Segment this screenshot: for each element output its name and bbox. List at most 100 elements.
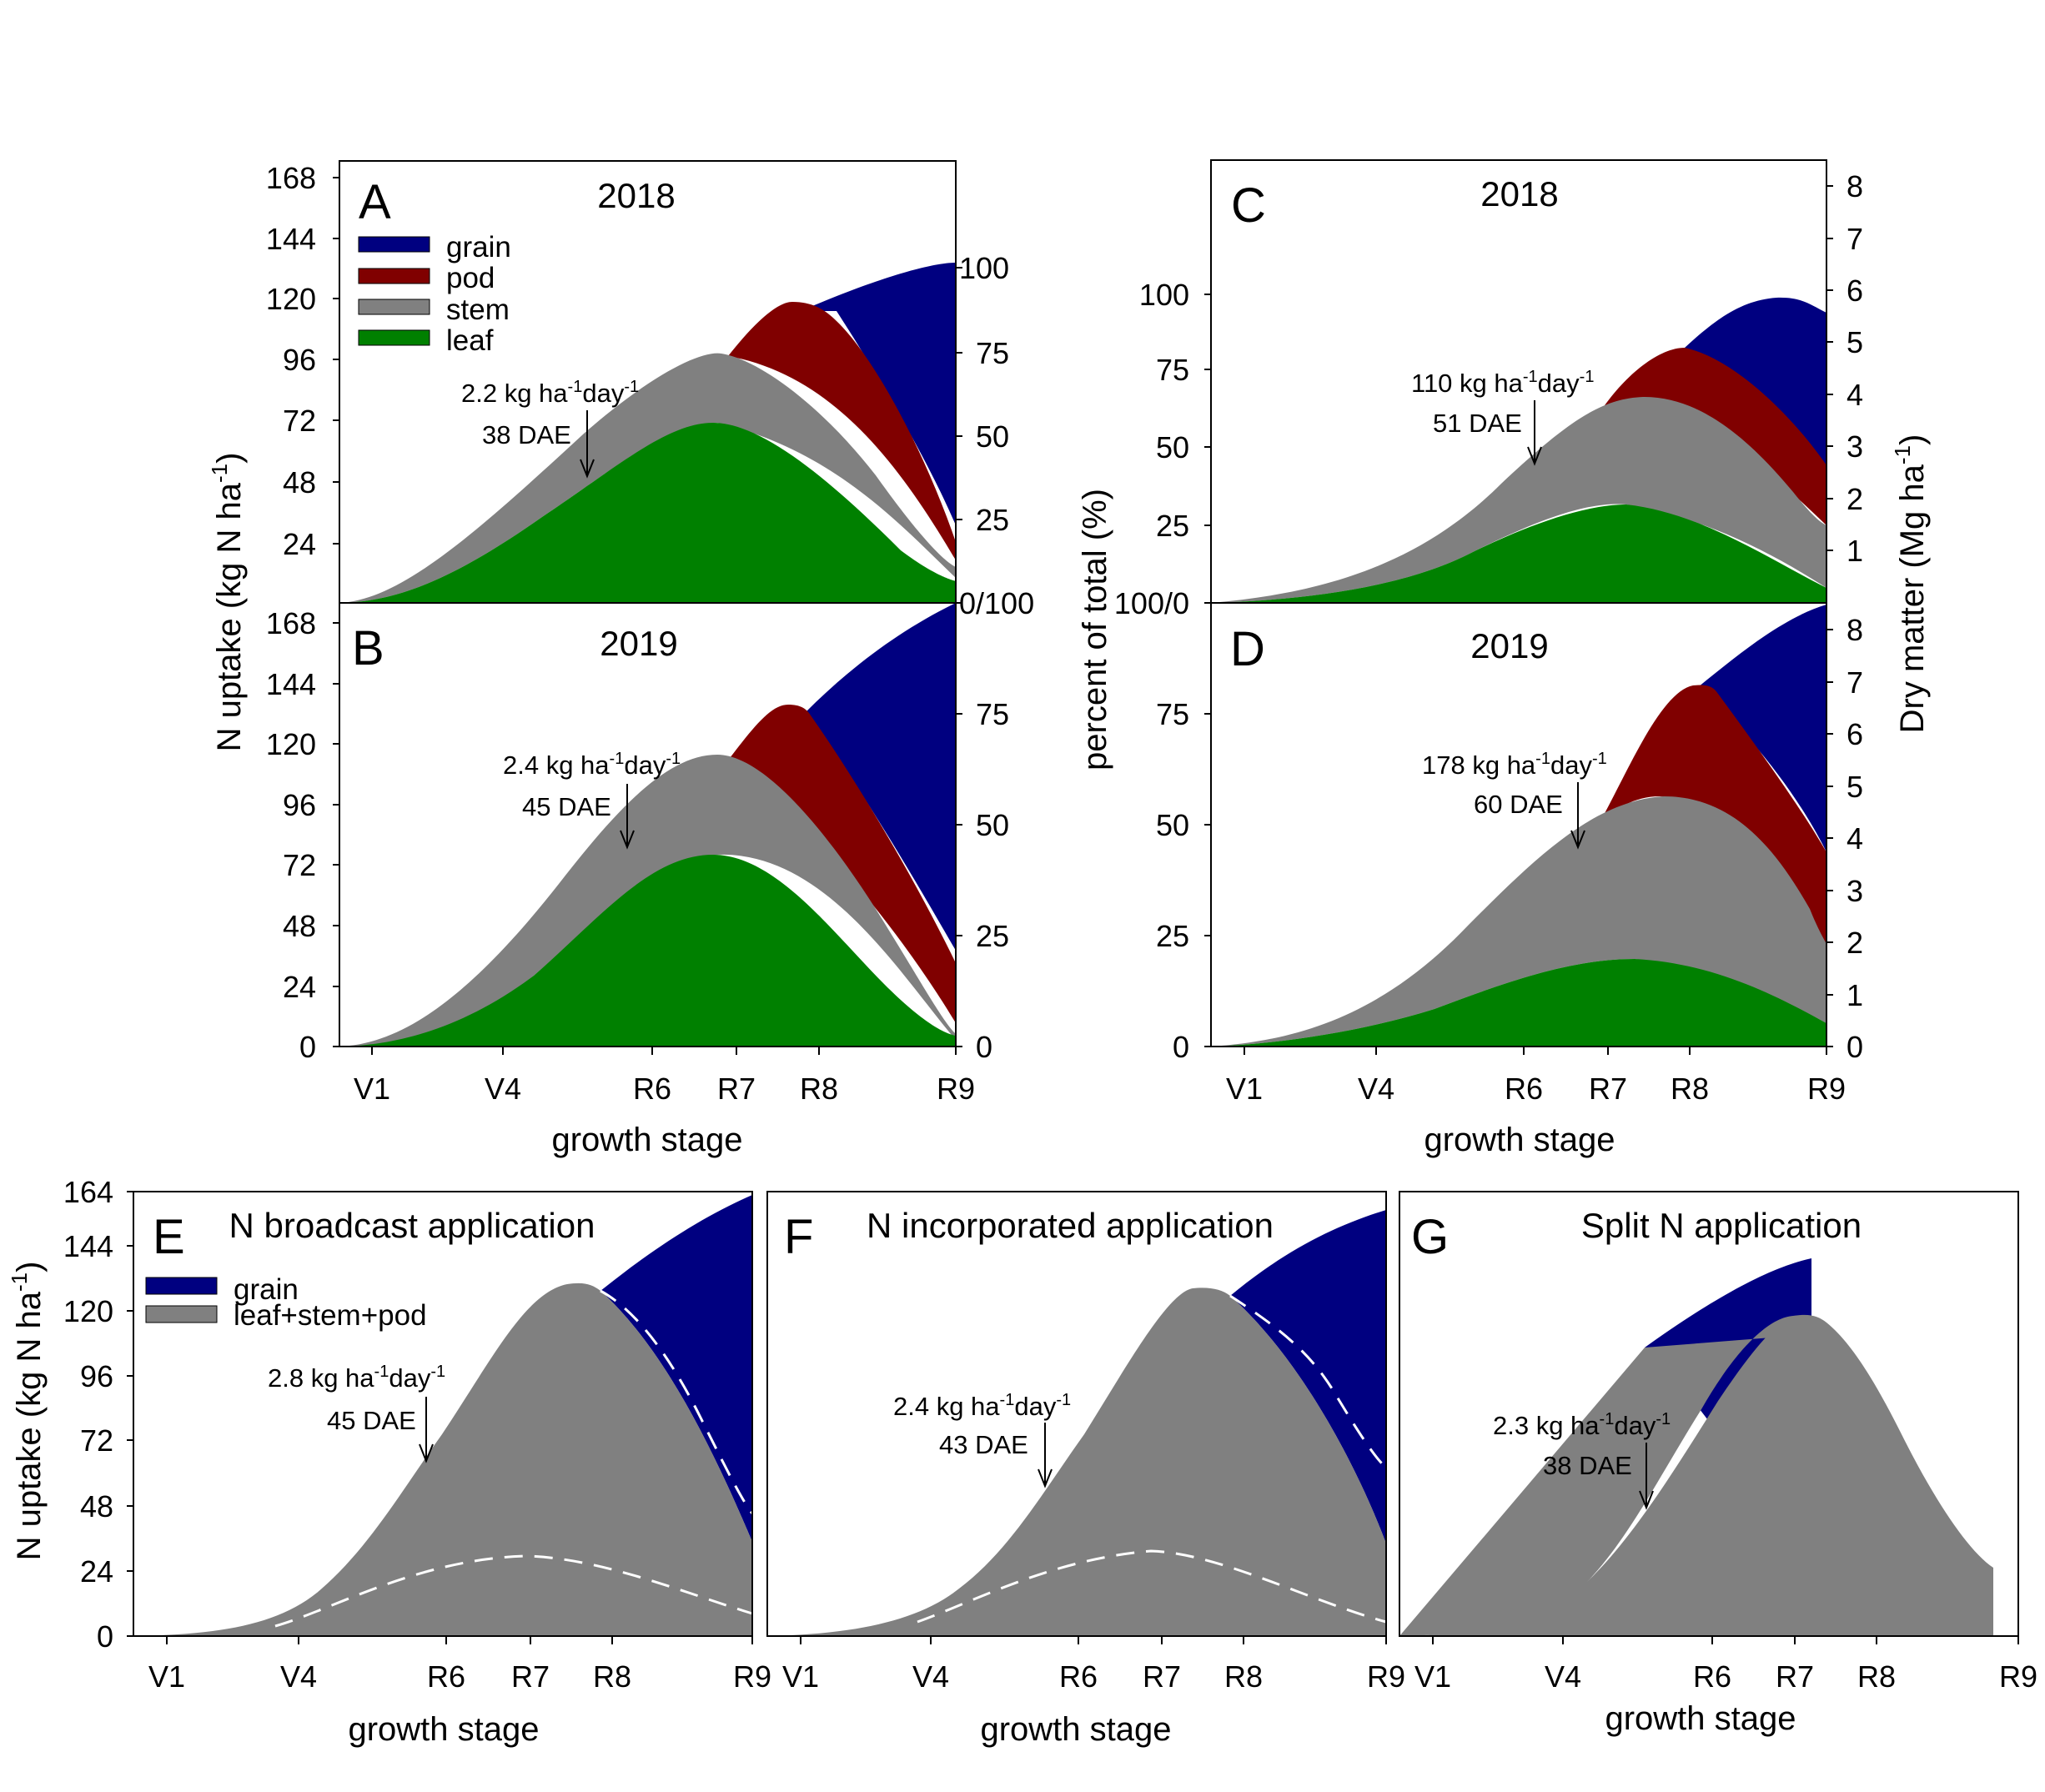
legend-swatch-veg-e [145, 1305, 218, 1323]
panel-letter-f: F [784, 1210, 813, 1264]
stage-f-v4: V4 [912, 1659, 949, 1694]
area-grain-f [1230, 1210, 1386, 1544]
panel-letter-e: E [153, 1210, 185, 1264]
rate-annotation-b: 2.4 kg ha-1day-1 [503, 750, 681, 780]
legend-label-grain-e: grain [234, 1273, 299, 1306]
tick-b-144: 144 [266, 667, 316, 701]
arrow-f [1038, 1423, 1053, 1488]
stage-cd-v1: V1 [1226, 1072, 1263, 1106]
tick-e-24: 24 [80, 1554, 113, 1589]
legend-label-grain: grain [446, 231, 511, 264]
rate-e-mid: day [389, 1363, 430, 1393]
stage-cd-r9: R9 [1807, 1072, 1846, 1106]
area-pod-d [1598, 685, 1826, 944]
annotation-f: 2.4 kg ha-1day-1 43 DAE [893, 1391, 1071, 1488]
dash-upper-e [600, 1289, 754, 1514]
pct-join-cd: 100/0 [1114, 586, 1189, 620]
tick-e-48: 48 [80, 1489, 113, 1523]
rate-a: 2.2 kg ha [461, 379, 568, 408]
pct-tick-d-0: 0 [1173, 1030, 1189, 1064]
stage-g-r6: R6 [1693, 1659, 1731, 1694]
annotation-g: 2.3 kg ha-1day-1 38 DAE [1493, 1410, 1671, 1510]
annotation-a: 2.2 kg ha-1day-1 38 DAE [461, 378, 639, 479]
plot-frame-e [133, 1191, 753, 1637]
right-axis-c: 1 2 3 4 5 6 7 8 [1826, 169, 1863, 568]
x-axis-label-g: growth stage [1605, 1700, 1796, 1737]
left-axis-b: 0 24 48 72 96 120 144 168 [266, 606, 339, 1064]
rate-annotation-f: 2.4 kg ha-1day-1 [893, 1391, 1071, 1421]
rate-annotation-a: 2.2 kg ha-1day-1 [461, 378, 639, 408]
rate-b-mid: day [624, 750, 666, 780]
arrow-c [1527, 400, 1542, 466]
dae-annotation-g: 38 DAE [1543, 1451, 1632, 1480]
y-label-efg-close: ) [11, 1262, 48, 1272]
tick-e-0: 0 [97, 1619, 113, 1654]
rate-d: 178 kg ha [1422, 750, 1536, 780]
dash-upper-f [1229, 1294, 1387, 1469]
dm-tick-c-5: 5 [1847, 325, 1863, 359]
pct-tick-d-75: 75 [1156, 697, 1189, 731]
dae-annotation-e: 45 DAE [327, 1406, 416, 1435]
pct-tick-a-50: 50 [976, 419, 1009, 454]
plot-frame-g [1399, 1191, 2019, 1637]
left-axis-d: 100/0 0 25 50 75 [1114, 586, 1211, 1064]
area-stem-a [339, 353, 956, 603]
x-axis-label-f: growth stage [980, 1711, 1171, 1748]
dm-tick-d-2: 2 [1847, 926, 1863, 960]
rate-c-mid: day [1538, 369, 1580, 398]
rate-e: 2.8 kg ha [268, 1363, 374, 1393]
area-leaf-c [1211, 504, 1826, 603]
y-axis-label-cd-right: Dry matter (Mg ha-1) [1890, 434, 1931, 734]
stage-e-r9: R9 [733, 1659, 771, 1694]
stage-g-r9: R9 [1999, 1659, 2037, 1694]
area-grain-b [806, 603, 956, 951]
rate-f: 2.4 kg ha [893, 1392, 1000, 1421]
dm-tick-c-4: 4 [1847, 378, 1863, 412]
rate-f-sup2: -1 [1056, 1391, 1071, 1409]
area-grain-d [1698, 605, 1826, 852]
y-label-ab-close: ) [211, 453, 248, 464]
rate-annotation-e: 2.8 kg ha-1day-1 [268, 1363, 445, 1393]
panel-title-d: 2019 [1470, 626, 1548, 665]
tick-e-164: 164 [63, 1175, 113, 1209]
dae-annotation-b: 45 DAE [522, 792, 611, 821]
right-axis-d: 0 1 2 3 4 5 6 7 8 [1826, 613, 1863, 1064]
left-axis-e: 0 24 48 72 96 120 144 164 [63, 1175, 133, 1654]
legend-top: grain pod stem leaf [358, 231, 511, 357]
area-leaf-d [1211, 959, 1826, 1047]
rate-g-sup2: -1 [1656, 1410, 1671, 1428]
rate-a-mid: day [582, 379, 624, 408]
panel-g: G Split N application 2.3 kg ha-1day-1 3… [1399, 1191, 2037, 1737]
tick-b-96: 96 [283, 788, 316, 822]
rate-b-sup2: -1 [666, 750, 681, 768]
area-leaf-b [339, 855, 956, 1047]
area-pod-a [728, 302, 956, 560]
stage-ab-r9: R9 [937, 1072, 975, 1106]
rate-f-sup1: -1 [1000, 1391, 1015, 1409]
stage-e-v4: V4 [280, 1659, 317, 1694]
stage-g-r8: R8 [1857, 1659, 1896, 1694]
panel-title-g: Split N application [1581, 1206, 1862, 1245]
rate-d-sup2: -1 [1592, 750, 1607, 768]
pct-tick-c-50: 50 [1156, 430, 1189, 464]
stage-e-r8: R8 [593, 1659, 631, 1694]
panel-letter-b: B [352, 621, 384, 675]
tick-b-120: 120 [266, 727, 316, 761]
x-axis-cd: V1 V4 R6 R7 R8 R9 growth stage [1226, 1047, 1846, 1158]
area-pod-c [1601, 348, 1826, 525]
panel-letter-d: D [1230, 622, 1265, 676]
rate-b-sup1: -1 [610, 750, 625, 768]
dm-tick-d-8: 8 [1847, 613, 1863, 647]
dm-label-main: Dry matter (Mg ha [1894, 464, 1931, 733]
panel-letter-c: C [1231, 178, 1266, 233]
pct-tick-c-75: 75 [1156, 353, 1189, 387]
x-axis-ab: V1 V4 R6 R7 R8 R9 growth stage [354, 1047, 975, 1158]
area-stem-c [1211, 396, 1826, 603]
stage-ab-v1: V1 [354, 1072, 390, 1106]
legend-label-stem: stem [446, 294, 510, 326]
legend-swatch-pod [358, 268, 430, 284]
tick-e-120: 120 [63, 1294, 113, 1328]
rate-annotation-g: 2.3 kg ha-1day-1 [1493, 1410, 1671, 1440]
dash-lower-f [917, 1549, 1387, 1624]
